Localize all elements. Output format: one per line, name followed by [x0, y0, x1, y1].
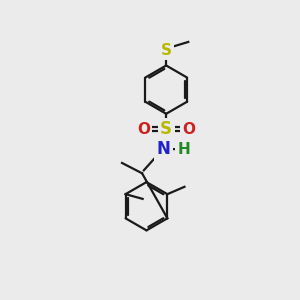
Text: O: O — [182, 122, 195, 136]
Text: N: N — [156, 140, 170, 158]
Text: H: H — [178, 142, 190, 157]
Text: S: S — [160, 120, 172, 138]
Text: O: O — [137, 122, 150, 136]
Text: S: S — [161, 43, 172, 58]
